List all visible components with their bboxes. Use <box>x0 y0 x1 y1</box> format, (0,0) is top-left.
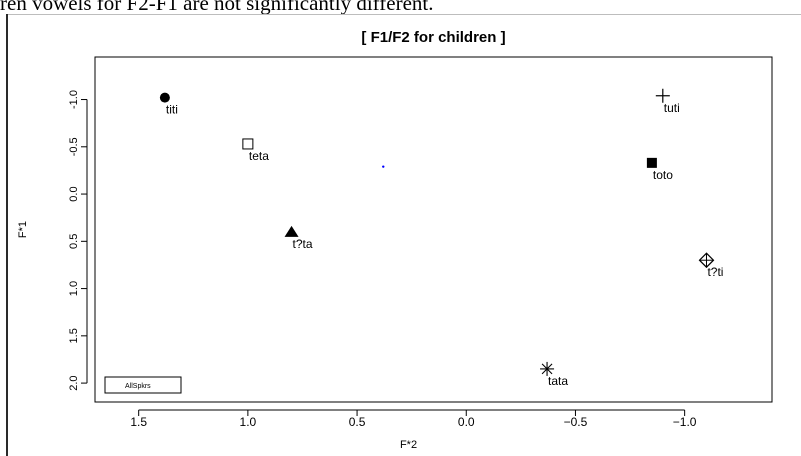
point-label: t?ti <box>707 265 723 279</box>
y-axis-label: F*1 <box>17 221 29 238</box>
filled-circle-marker <box>159 92 170 103</box>
y-tick-label: 2.0 <box>68 375 80 390</box>
figure-frame-top <box>6 14 801 15</box>
point-label: teta <box>249 149 269 163</box>
x-tick-label: 0.5 <box>349 415 366 429</box>
point-label: titi <box>166 103 178 117</box>
point-label: t?ta <box>293 237 313 251</box>
point-toto: toto <box>646 157 673 182</box>
point-tta: t?ta <box>284 225 313 251</box>
point-tata: tata <box>540 361 568 388</box>
point-label: toto <box>653 168 673 182</box>
legend-label: AllSpkrs <box>125 383 151 390</box>
plot-area <box>94 56 773 403</box>
point-tti: t?ti <box>698 252 723 279</box>
y-tick-label: -0.5 <box>68 137 80 156</box>
legend-box <box>104 376 182 394</box>
chart-annotations <box>382 165 385 168</box>
y-tick-label: 0.5 <box>68 234 80 249</box>
y-tick-label: -1.0 <box>68 90 80 109</box>
y-axis: -1.0 -0.5 0.0 0.5 1.0 1.5 2.0 <box>68 90 88 391</box>
point-label: tata <box>548 374 568 388</box>
point-label: tuti <box>664 101 680 115</box>
x-tick-label: −0.5 <box>564 415 588 429</box>
point-teta: teta <box>242 138 269 163</box>
asterisk-d2 <box>541 363 553 375</box>
filled-triangle-marker <box>284 225 299 237</box>
blue-dot-marker <box>382 165 385 168</box>
open-square-marker <box>242 138 254 150</box>
x-axis-label: F*2 <box>400 439 417 451</box>
y-tick-label: 1.0 <box>68 281 80 296</box>
y-tick-label: 0.0 <box>68 186 80 201</box>
chart-title: [ F1/F2 for children ] <box>361 29 505 46</box>
filled-square-marker <box>646 157 657 168</box>
point-tuti: tuti <box>655 88 680 115</box>
x-tick-label: 1.5 <box>130 415 147 429</box>
x-tick-label: −1.0 <box>673 415 697 429</box>
x-axis: 1.5 1.0 0.5 0.0 −0.5 −1.0 <box>130 409 697 429</box>
x-tick-label: 1.0 <box>240 415 257 429</box>
y-tick-label: 1.5 <box>68 328 80 343</box>
point-titi: titi <box>159 92 178 117</box>
data-points: titi teta t?ta tuti toto t?ti tata <box>159 88 723 388</box>
caption-text: ren vowels for F2-F1 are not significant… <box>0 0 434 15</box>
legend: AllSpkrs <box>104 376 182 394</box>
x-tick-label: 0.0 <box>458 415 475 429</box>
figure-frame-left <box>6 14 8 456</box>
